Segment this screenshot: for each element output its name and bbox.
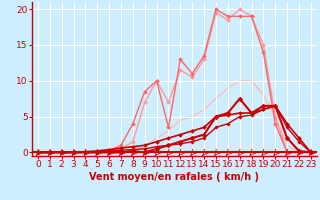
X-axis label: Vent moyen/en rafales ( km/h ): Vent moyen/en rafales ( km/h ) — [89, 172, 260, 182]
